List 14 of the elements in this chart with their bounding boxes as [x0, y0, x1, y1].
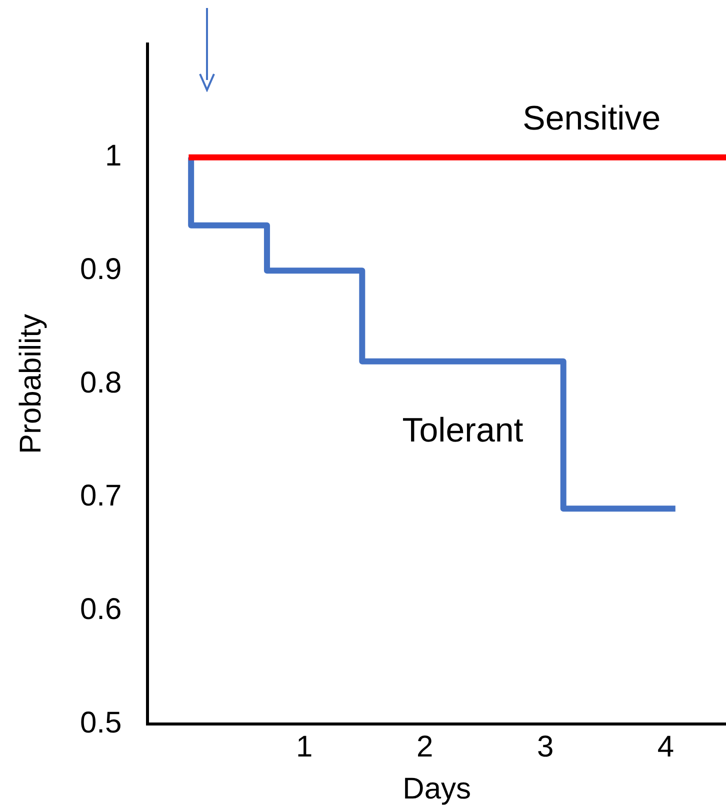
- x-axis-title: Days: [402, 772, 472, 806]
- x-tick-label: 1: [296, 730, 313, 764]
- y-tick-label: 0.7: [80, 480, 122, 513]
- y-tick-label: 0.8: [80, 366, 122, 400]
- x-tick-label: 4: [657, 730, 674, 764]
- y-tick-label: 1: [105, 140, 122, 173]
- y-tick-label: 0.5: [80, 706, 122, 740]
- y-tick-label: 0.9: [80, 252, 122, 286]
- x-tick-label: 3: [536, 730, 554, 764]
- x-tick-label: 2: [416, 730, 434, 764]
- series-label: Sensitive: [522, 99, 661, 138]
- y-tick-label: 0.6: [80, 592, 122, 626]
- series-label: Tolerant: [402, 411, 524, 450]
- y-axis-title: Probability: [14, 314, 48, 454]
